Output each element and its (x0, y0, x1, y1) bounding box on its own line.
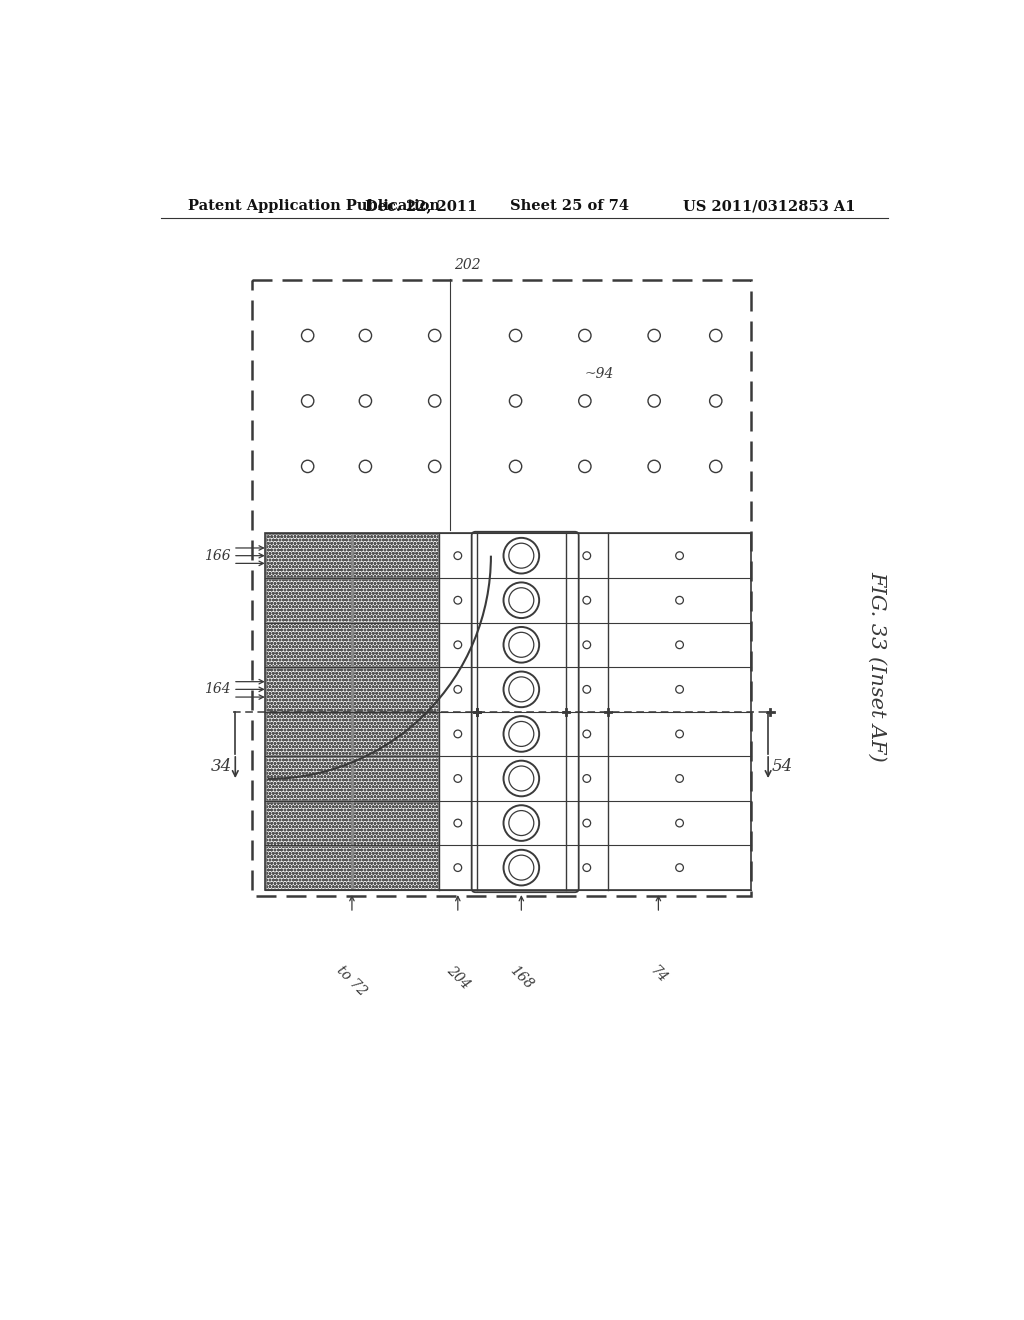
Bar (352, 535, 438, 577)
Bar (352, 756, 438, 801)
Text: Patent Application Publication: Patent Application Publication (188, 199, 440, 213)
Bar (352, 533, 438, 578)
Bar (266, 535, 351, 577)
Bar (352, 713, 438, 755)
Bar (266, 668, 351, 711)
Text: 54: 54 (771, 758, 793, 775)
Text: ~94: ~94 (585, 367, 614, 381)
Bar (265, 711, 352, 756)
Bar (352, 623, 438, 667)
Bar (265, 623, 352, 667)
Bar (352, 801, 438, 845)
Text: 202: 202 (454, 259, 480, 272)
Bar (266, 846, 351, 890)
Text: 168: 168 (507, 964, 536, 991)
Bar (352, 578, 438, 623)
Text: 166: 166 (204, 549, 230, 562)
Bar (252, 280, 752, 896)
Text: 74: 74 (647, 964, 670, 986)
Bar (265, 578, 352, 623)
Bar (265, 533, 752, 890)
Bar (352, 845, 438, 890)
Bar (352, 801, 438, 845)
Text: US 2011/0312853 A1: US 2011/0312853 A1 (683, 199, 856, 213)
Bar (266, 578, 351, 622)
Bar (265, 801, 352, 845)
Text: 204: 204 (443, 964, 472, 991)
Bar (265, 667, 352, 711)
Bar (352, 578, 438, 622)
Bar (266, 756, 351, 800)
Text: Dec. 22, 2011: Dec. 22, 2011 (366, 199, 478, 213)
Bar (266, 713, 351, 755)
Bar (352, 711, 438, 756)
Bar (352, 667, 438, 711)
Text: 34: 34 (211, 758, 232, 775)
Bar (266, 801, 351, 845)
Bar (265, 756, 352, 801)
Bar (352, 668, 438, 711)
Bar (266, 623, 351, 667)
Text: Sheet 25 of 74: Sheet 25 of 74 (510, 199, 629, 213)
Text: to 72: to 72 (334, 964, 370, 998)
Bar (352, 846, 438, 890)
Bar (352, 756, 438, 800)
Text: 164: 164 (204, 682, 230, 697)
Bar (265, 533, 352, 578)
Bar (265, 845, 352, 890)
Bar (352, 623, 438, 667)
Text: FIG. 33 (Inset AF): FIG. 33 (Inset AF) (868, 572, 887, 762)
